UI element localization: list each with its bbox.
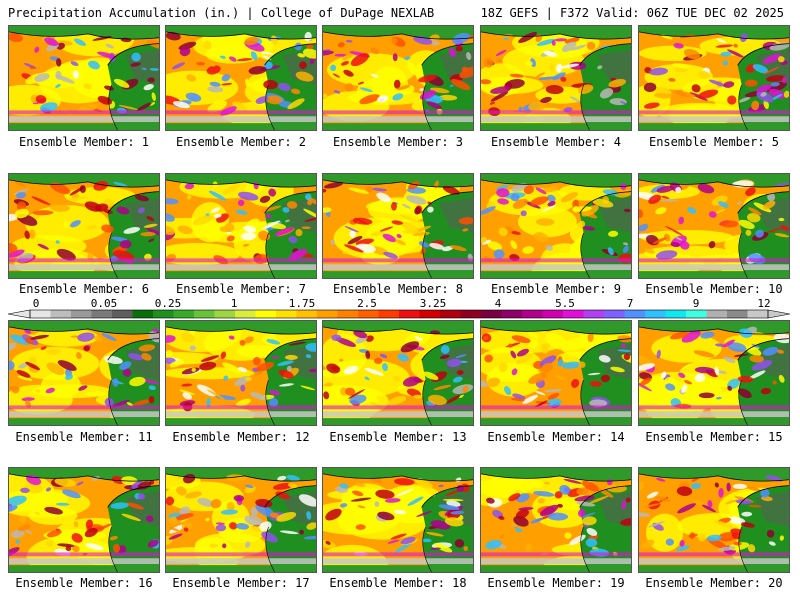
ensemble-member-label: Ensemble Member: 12	[172, 430, 310, 444]
colorbar-swatch	[747, 310, 769, 318]
colorbar-swatch	[563, 310, 584, 318]
colorbar-tick-label: 9	[692, 297, 700, 310]
ensemble-member-label: Ensemble Member: 19	[487, 576, 625, 590]
colorbar-swatch	[112, 310, 133, 318]
ensemble-member-label: Ensemble Member: 15	[645, 430, 783, 444]
ensemble-member-label: Ensemble Member: 9	[490, 282, 622, 296]
ensemble-member-map	[638, 320, 790, 426]
ensemble-member-map	[638, 25, 790, 131]
colorbar-swatch	[501, 310, 523, 318]
colorbar-swatch	[194, 310, 215, 318]
precipitation-colorbar	[7, 309, 791, 319]
ensemble-member-map	[480, 467, 632, 573]
colorbar-swatch	[481, 310, 502, 318]
colorbar-swatch	[419, 310, 441, 318]
colorbar-swatch	[460, 310, 482, 318]
colorbar-swatch	[173, 310, 195, 318]
colorbar-tick-label: 0.05	[90, 297, 118, 310]
colorbar-swatch	[91, 310, 113, 318]
model-run-info: 18Z GEFS | F372 Valid: 06Z TUE DEC 02 20…	[480, 6, 784, 20]
ensemble-member-label: Ensemble Member: 6	[18, 282, 150, 296]
ensemble-member-label: Ensemble Member: 8	[332, 282, 464, 296]
ensemble-member-label: Ensemble Member: 2	[175, 135, 307, 149]
ensemble-member-label: Ensemble Member: 5	[648, 135, 780, 149]
ensemble-member-map	[638, 467, 790, 573]
colorbar-swatch	[399, 310, 420, 318]
ensemble-member-label: Ensemble Member: 20	[645, 576, 783, 590]
ensemble-member-map	[322, 25, 474, 131]
ensemble-member-map	[165, 320, 317, 426]
colorbar-swatch	[624, 310, 646, 318]
map-title: Precipitation Accumulation (in.) | Colle…	[8, 6, 435, 20]
colorbar-swatch	[583, 310, 605, 318]
ensemble-member-map	[322, 467, 474, 573]
ensemble-member-map	[8, 25, 160, 131]
colorbar-swatch	[645, 310, 666, 318]
ensemble-member-label: Ensemble Member: 16	[15, 576, 153, 590]
colorbar-swatch	[30, 310, 51, 318]
colorbar-swatch	[604, 310, 625, 318]
colorbar-swatch	[727, 310, 748, 318]
colorbar-tick-label: 2.5	[357, 297, 377, 310]
ensemble-member-label: Ensemble Member: 11	[15, 430, 153, 444]
colorbar-swatch	[153, 310, 174, 318]
colorbar-swatch	[214, 310, 236, 318]
colorbar-tick-label: 5.5	[555, 297, 575, 310]
ensemble-member-map	[480, 25, 632, 131]
colorbar-outline	[29, 309, 769, 319]
ensemble-member-map	[480, 320, 632, 426]
ensemble-member-label: Ensemble Member: 7	[175, 282, 307, 296]
colorbar-swatch	[542, 310, 564, 318]
colorbar-swatch	[522, 310, 543, 318]
colorbar-left-arrow	[7, 309, 31, 319]
ensemble-member-label: Ensemble Member: 1	[18, 135, 150, 149]
colorbar-tick-label: 1	[230, 297, 238, 310]
ensemble-member-label: Ensemble Member: 13	[329, 430, 467, 444]
ensemble-member-label: Ensemble Member: 14	[487, 430, 625, 444]
ensemble-member-map	[638, 173, 790, 279]
colorbar-tick-label: 4	[494, 297, 502, 310]
colorbar-tick-label: 7	[626, 297, 634, 310]
colorbar-swatch	[440, 310, 461, 318]
ensemble-member-map	[165, 25, 317, 131]
colorbar-swatch	[132, 310, 154, 318]
ensemble-member-map	[322, 173, 474, 279]
ensemble-member-label: Ensemble Member: 17	[172, 576, 310, 590]
ensemble-member-label: Ensemble Member: 18	[329, 576, 467, 590]
ensemble-member-label: Ensemble Member: 4	[490, 135, 622, 149]
colorbar-swatch	[255, 310, 277, 318]
ensemble-member-map	[8, 467, 160, 573]
ensemble-member-label: Ensemble Member: 10	[645, 282, 783, 296]
ensemble-member-label: Ensemble Member: 3	[332, 135, 464, 149]
ensemble-member-map	[165, 467, 317, 573]
colorbar-swatch	[71, 310, 92, 318]
colorbar-swatch	[686, 310, 707, 318]
colorbar-tick-label: 12	[757, 297, 771, 310]
colorbar-tick-label: 0.25	[154, 297, 182, 310]
colorbar-swatch	[706, 310, 728, 318]
colorbar-swatch	[296, 310, 318, 318]
colorbar-swatch	[337, 310, 359, 318]
colorbar-swatch	[665, 310, 687, 318]
colorbar-swatch	[358, 310, 379, 318]
colorbar-swatch	[378, 310, 400, 318]
colorbar-swatch	[235, 310, 256, 318]
colorbar-right-arrow	[767, 309, 791, 319]
ensemble-member-map	[480, 173, 632, 279]
colorbar-tick-label: 1.75	[288, 297, 316, 310]
colorbar-tick-label: 3.25	[419, 297, 447, 310]
ensemble-member-map	[8, 320, 160, 426]
colorbar-swatch	[50, 310, 72, 318]
ensemble-member-map	[8, 173, 160, 279]
ensemble-member-map	[322, 320, 474, 426]
colorbar-swatch	[317, 310, 338, 318]
ensemble-member-map	[165, 173, 317, 279]
colorbar-tick-label: 0	[32, 297, 40, 310]
colorbar-swatch	[276, 310, 297, 318]
